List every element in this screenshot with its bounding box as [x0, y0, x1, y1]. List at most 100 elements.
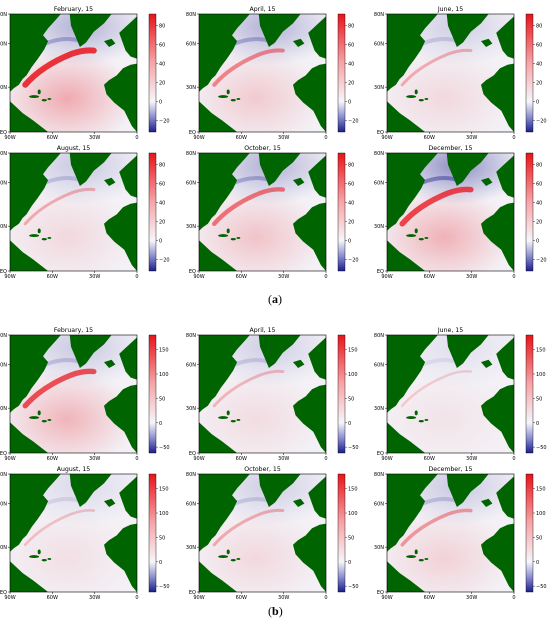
island [41, 98, 47, 102]
map-area [199, 474, 326, 592]
lat-tick-label: 80N [0, 12, 7, 18]
land-mass [199, 335, 250, 413]
map-frame [9, 13, 138, 133]
land-mass [258, 335, 301, 368]
panel-title: February, 15 [54, 327, 93, 334]
island [47, 98, 52, 100]
lat-tick-label: 60N [186, 42, 196, 48]
colorbar-tick-label: −50 [159, 445, 170, 451]
island [424, 419, 429, 421]
island [414, 549, 418, 555]
colorbar-tick-label: 0 [348, 421, 351, 427]
colorbar-tick-label: 40 [536, 61, 542, 67]
lat-tick-label: EQ [0, 269, 7, 275]
lon-tick-label: 0 [135, 595, 138, 601]
panel-title: August, 15 [57, 466, 91, 473]
lon-tick-label: 90W [4, 135, 15, 141]
lat-tick-label: 80N [186, 472, 196, 478]
colorbar-gradient [337, 334, 346, 454]
colorbar-gradient [337, 473, 346, 593]
land-mass [258, 153, 301, 186]
figure-part-b-label: (b) [268, 604, 283, 618]
land-mass [481, 202, 514, 271]
map-frame [9, 473, 138, 593]
lat-tick-label: 60N [186, 502, 196, 508]
colorbar-tick-label: 0 [159, 239, 162, 245]
colorbar-tick-label: 60 [348, 42, 354, 48]
colorbar-tick-label: 50 [348, 396, 354, 402]
land-mass [199, 561, 238, 592]
land-mass [119, 16, 137, 59]
land-mass [104, 177, 116, 186]
colorbar-tick-label: −50 [348, 584, 359, 590]
lon-tick-label: 60W [47, 135, 58, 141]
colorbar-tick-label: −50 [348, 445, 359, 451]
colorbar-tick-label: 0 [536, 100, 539, 106]
lat-tick-label: 80N [374, 472, 384, 478]
colorbar: 80 60 40 20 0 −20 [148, 13, 170, 133]
map-area [199, 153, 326, 271]
lat-tick-label: 60N [374, 181, 384, 187]
lat-tick-label: 30N [0, 545, 7, 551]
land-mass [258, 474, 301, 507]
island [406, 234, 417, 238]
colorbar-tick-label: 0 [159, 421, 162, 427]
island [226, 228, 230, 234]
colorbar-tick-label: 100 [159, 511, 169, 517]
island [230, 237, 236, 241]
map-area [10, 153, 137, 271]
colorbar-tick-label: 100 [536, 511, 546, 517]
panel-title: February, 15 [54, 6, 93, 13]
island [414, 89, 418, 95]
land-mass [308, 155, 326, 198]
colorbar: 80 60 40 20 0 −20 [525, 13, 547, 133]
land-mass [199, 101, 238, 132]
island [29, 416, 40, 420]
land-mass [104, 63, 137, 132]
land-mass [481, 63, 514, 132]
land-mass [387, 153, 438, 231]
colorbar-tick-label: 150 [159, 348, 169, 354]
land-mass [293, 177, 305, 186]
land-mass [387, 422, 426, 453]
island [236, 98, 241, 100]
island [47, 558, 52, 560]
lon-tick-label: 60W [236, 595, 247, 601]
map-frame [9, 152, 138, 272]
colorbar-tick-label: 60 [159, 181, 165, 187]
colorbar-tick-label: 100 [536, 372, 546, 378]
land-mass [446, 153, 489, 186]
lat-tick-label: EQ [0, 590, 7, 596]
map-frame [9, 334, 138, 454]
colorbar-tick-label: 0 [159, 560, 162, 566]
lon-tick-label: 60W [424, 595, 435, 601]
lon-tick-label: 90W [4, 456, 15, 462]
colorbar: 80 60 40 20 0 −20 [337, 13, 359, 133]
land-mass [10, 422, 49, 453]
island [29, 95, 40, 99]
colorbar-tick-label: 50 [536, 396, 542, 402]
land-mass [104, 202, 137, 271]
lon-tick-label: 90W [193, 456, 204, 462]
land-mass [10, 101, 49, 132]
island [418, 98, 424, 102]
colorbar-gradient [525, 334, 534, 454]
colorbar-gradient [148, 152, 157, 272]
lat-tick-label: 30N [186, 406, 196, 412]
panel-title: June, 15 [437, 327, 463, 334]
colorbar-tick-label: −50 [159, 584, 170, 590]
land-mass [308, 476, 326, 519]
land-mass [308, 16, 326, 59]
lat-tick-label: 60N [0, 502, 7, 508]
map-area [387, 474, 514, 592]
colorbar-tick-label: 60 [536, 181, 542, 187]
colorbar: 80 60 40 20 0 −20 [525, 152, 547, 272]
island [226, 549, 230, 555]
lon-tick-label: 90W [193, 595, 204, 601]
land-mass [199, 474, 250, 552]
lon-tick-label: 0 [512, 456, 515, 462]
lon-tick-label: 90W [4, 274, 15, 280]
lon-tick-label: 90W [381, 274, 392, 280]
